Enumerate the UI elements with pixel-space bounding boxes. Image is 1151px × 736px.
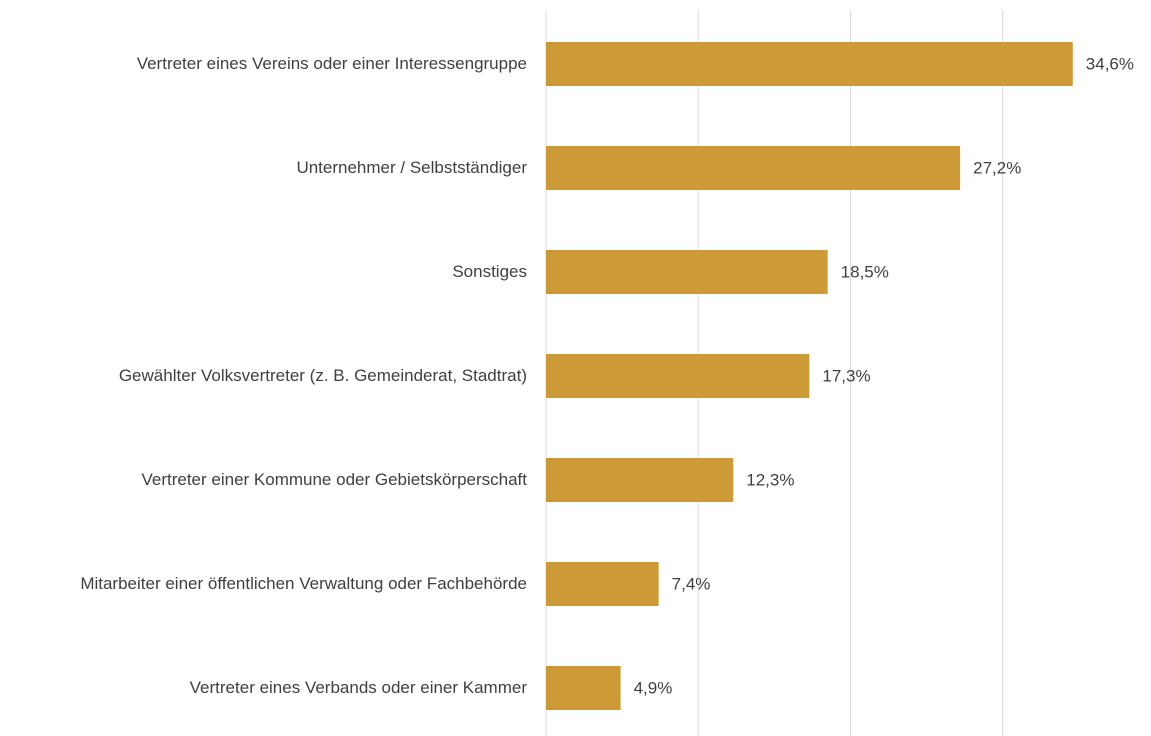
category-label: Sonstiges (452, 262, 527, 281)
bar (546, 666, 621, 710)
value-label: 27,2% (973, 158, 1021, 177)
value-label: 34,6% (1086, 54, 1134, 73)
value-label: 18,5% (841, 262, 889, 281)
value-label: 12,3% (746, 470, 794, 489)
value-label: 4,9% (634, 678, 673, 697)
bar (546, 354, 810, 398)
bar (546, 562, 659, 606)
value-label: 17,3% (822, 366, 870, 385)
bar (546, 42, 1073, 86)
bar (546, 146, 961, 190)
category-label: Unternehmer / Selbstständiger (296, 158, 527, 177)
category-label: Vertreter eines Vereins oder einer Inter… (136, 54, 527, 73)
category-label: Gewählter Volksvertreter (z. B. Gemeinde… (118, 366, 527, 385)
value-label: 7,4% (672, 574, 711, 593)
category-label: Vertreter eines Verbands oder einer Kamm… (189, 678, 527, 697)
bar (546, 250, 828, 294)
category-label: Vertreter einer Kommune oder Gebietskörp… (141, 470, 527, 489)
bar (546, 458, 734, 502)
category-label: Mitarbeiter einer öffentlichen Verwaltun… (80, 574, 527, 593)
